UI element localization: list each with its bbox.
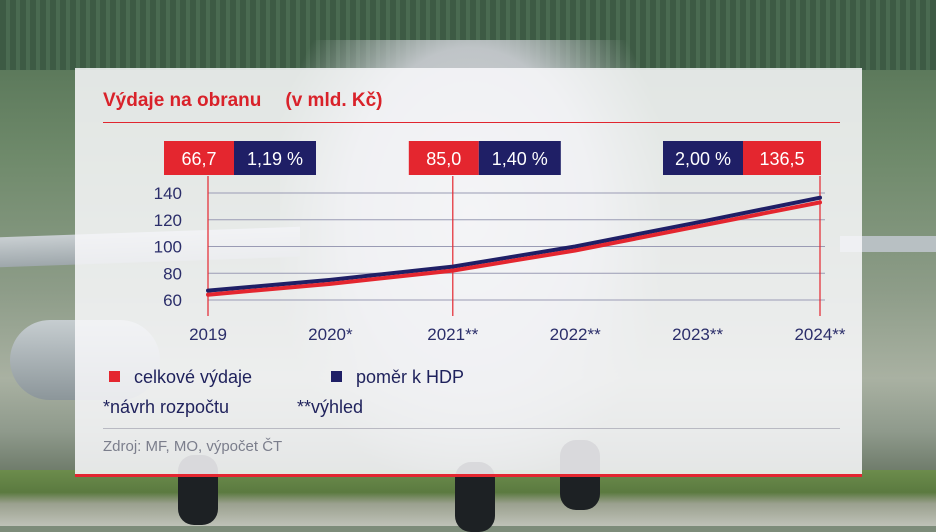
legend-label-ratio: poměr k HDP: [356, 367, 464, 387]
x-tick-label: 2019: [189, 325, 227, 344]
legend-label-total: celkové výdaje: [134, 367, 252, 387]
source-divider: [103, 428, 840, 429]
value-box-total-label: 85,0: [426, 149, 461, 169]
x-tick-label: 2021**: [427, 325, 478, 344]
value-box-ratio-label: 1,40 %: [492, 149, 548, 169]
legend-item-total: celkové výdaje: [109, 367, 252, 388]
y-tick-label: 120: [154, 211, 182, 230]
source-text: Zdroj: MF, MO, výpočet ČT: [103, 438, 282, 455]
series-line: [208, 198, 820, 291]
note-outlook: **výhled: [297, 397, 363, 418]
x-tick-label: 2023**: [672, 325, 723, 344]
y-tick-label: 60: [163, 291, 182, 310]
line-chart: 140 120 100 80 60 2019 2020* 2021** 2022** 2023**…: [75, 68, 862, 368]
x-tick-label: 2022**: [550, 325, 601, 344]
value-box-ratio-label: 2,00 %: [675, 149, 731, 169]
value-box-total-label: 66,7: [181, 149, 216, 169]
legend-swatch-total: [109, 371, 120, 382]
value-box-total-label: 136,5: [759, 149, 804, 169]
y-tick-label: 80: [163, 264, 182, 283]
y-tick-label: 100: [154, 238, 182, 257]
legend-item-ratio: poměr k HDP: [331, 367, 464, 388]
x-tick-label: 2020*: [308, 325, 353, 344]
legend-swatch-ratio: [331, 371, 342, 382]
value-box-ratio-label: 1,19 %: [247, 149, 303, 169]
y-tick-label: 140: [154, 184, 182, 203]
note-proposal: *návrh rozpočtu: [103, 397, 229, 418]
x-tick-label: 2024**: [794, 325, 845, 344]
